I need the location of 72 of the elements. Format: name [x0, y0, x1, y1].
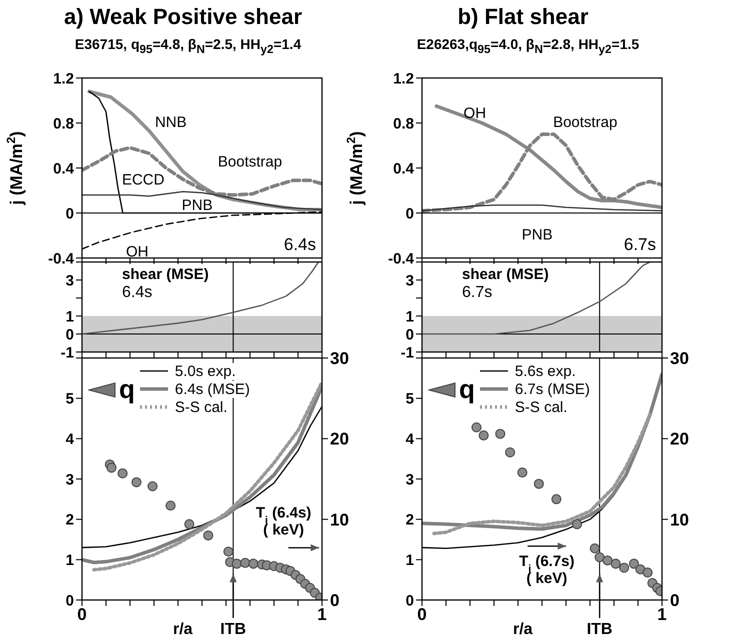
- y2-axis-title: T$_{i}$ (6.7s) ( keV): [519, 553, 575, 588]
- y2-tick-label: 0: [330, 591, 340, 610]
- y-tick-label: -1: [400, 344, 414, 362]
- y-tick-label: 0: [66, 592, 74, 610]
- y2-tick-label: 20: [670, 430, 689, 449]
- y-tick-label: -0.4: [388, 250, 415, 268]
- y2-tick-label: 10: [670, 510, 689, 530]
- y-tick-label: 0.8: [53, 115, 74, 132]
- series-label: ECCD: [122, 172, 165, 189]
- series-label: PNB: [182, 196, 213, 214]
- y-tick-label: 0.4: [393, 160, 415, 178]
- legend-label: 6.4s (MSE): [172, 380, 252, 398]
- y-tick-label: 1: [66, 552, 74, 569]
- y2-tick-label: 0: [670, 591, 680, 610]
- y2-tick-label: 30: [330, 349, 349, 368]
- y-tick-label: 4: [66, 430, 75, 448]
- series-label: Bootstrap: [553, 114, 618, 131]
- y-tick-label: 5: [66, 390, 74, 408]
- y-tick-label: 0: [66, 326, 74, 344]
- chart-title: a) Weak Positive shear: [62, 4, 304, 30]
- y-tick-label: 1: [406, 552, 414, 569]
- annotation: 6.7s: [462, 284, 492, 301]
- annotation: ITB: [586, 621, 612, 638]
- series-label: PNB: [522, 226, 553, 244]
- legend-label: 6.7s (MSE): [512, 380, 592, 398]
- y-tick-label: 0.4: [53, 160, 75, 178]
- x-tick-label: 1: [317, 605, 327, 624]
- annotation: ITB: [220, 621, 246, 638]
- chart-title: b) Flat shear: [456, 4, 590, 30]
- series-label: OH: [464, 104, 486, 122]
- y-tick-label: 0: [66, 205, 74, 222]
- y2-tick-label: 30: [670, 349, 689, 368]
- y-tick-label: 0.8: [393, 115, 414, 132]
- y-tick-label: 4: [406, 430, 415, 448]
- y-tick-label: 2: [406, 512, 414, 529]
- y-tick-label: 3: [406, 272, 414, 290]
- legend-label: S-S cal.: [172, 398, 230, 416]
- y-tick-label: 2: [66, 512, 74, 529]
- y-axis-title: q: [459, 374, 475, 405]
- y-tick-label: -0.4: [48, 250, 75, 268]
- legend-label: 5.6s exp.: [512, 362, 578, 380]
- chart-subtitle: E26263,q$_{95}$=4.0, β$_{N}$=2.8, HH$_{y2}$=1.5: [416, 36, 640, 56]
- y-tick-label: 0: [406, 205, 414, 222]
- y-tick-label: 5: [406, 390, 414, 408]
- x-axis-title: r/a: [513, 621, 533, 638]
- series-label: OH: [126, 244, 148, 261]
- annotation: shear (MSE): [462, 266, 549, 283]
- y-tick-label: 3: [66, 272, 74, 290]
- annotation: 6.4s: [122, 284, 152, 301]
- y-tick-label: 1: [66, 308, 74, 326]
- legend-label: S-S cal.: [512, 398, 570, 416]
- x-axis-title: r/a: [173, 621, 193, 638]
- series-label: Bootstrap: [218, 154, 282, 171]
- annotation: 6.4s: [284, 235, 316, 254]
- y2-tick-label: 10: [330, 510, 349, 530]
- y-tick-label: 3: [66, 471, 74, 488]
- y-axis-title: q: [119, 374, 135, 405]
- y-tick-label: 1.2: [393, 70, 414, 88]
- y-tick-label: -1: [60, 344, 74, 362]
- y2-axis-title: T$_{i}$ (6.4s) ( keV): [256, 504, 312, 539]
- x-tick-label: 1: [657, 605, 667, 624]
- y-tick-label: 1.2: [53, 70, 74, 88]
- legend-label: 5.0s exp.: [172, 362, 238, 380]
- chart-subtitle: E36715, q$_{95}$=4.8, β$_{N}$=2.5, HH$_{y2}$=1.4: [74, 36, 302, 56]
- annotation: 6.7s: [624, 235, 656, 254]
- y-tick-label: 1: [406, 308, 414, 326]
- y-tick-label: 3: [406, 471, 414, 488]
- series-label: NNB: [154, 114, 187, 131]
- y-tick-label: 0: [406, 326, 414, 344]
- annotation: shear (MSE): [122, 266, 209, 283]
- y-tick-label: 0: [406, 592, 414, 610]
- y2-tick-label: 20: [330, 430, 349, 449]
